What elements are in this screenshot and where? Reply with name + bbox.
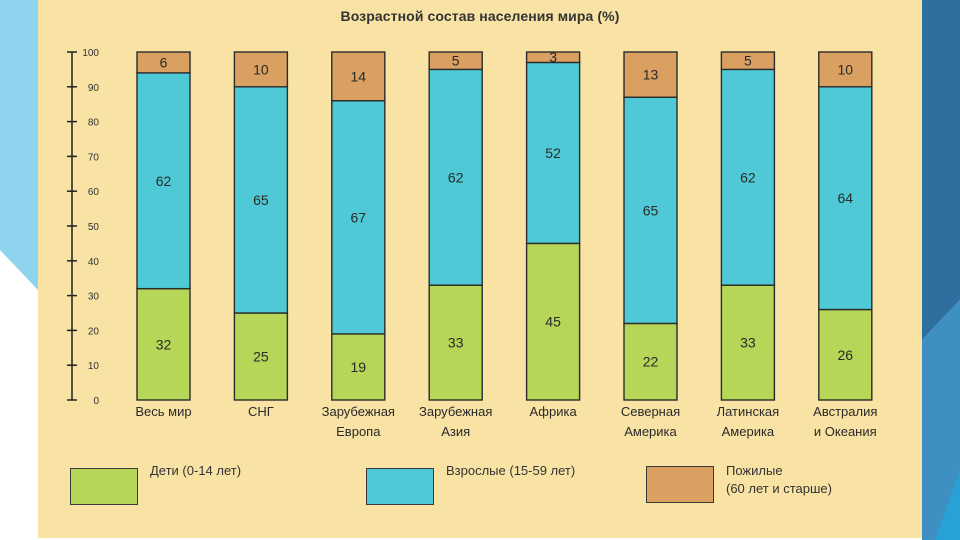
bar-segment [233, 312, 289, 401]
bar-segment [623, 51, 678, 98]
legend-swatch [366, 468, 434, 505]
bar-segment [818, 51, 873, 88]
y-tick-label: 20 [88, 326, 100, 337]
bar-value-label: 14 [351, 68, 367, 84]
category-label: Америка [624, 424, 677, 439]
bar-segment [233, 51, 289, 88]
bar-segment [428, 68, 483, 286]
bar-segment [233, 86, 289, 314]
bar-value-label: 45 [545, 314, 561, 330]
category-label: Европа [336, 424, 381, 439]
bar-segment [136, 287, 191, 401]
legend-swatch [70, 468, 138, 505]
bar-segment [623, 322, 678, 401]
legend-label: Дети (0-14 лет) [150, 463, 242, 478]
bar-value-label: 64 [838, 190, 854, 206]
y-tick-label: 60 [88, 187, 100, 198]
bar-value-label: 32 [156, 336, 172, 352]
bar-segment [428, 284, 483, 401]
bar-value-label: 62 [740, 169, 756, 185]
bar-value-label: 25 [253, 349, 269, 365]
bar-value-label: 52 [545, 145, 561, 161]
bar-segment [818, 86, 873, 311]
y-tick-label: 40 [88, 257, 100, 268]
category-label: Азия [441, 424, 470, 439]
bar-value-label: 5 [744, 53, 752, 69]
category-label: и Океания [814, 424, 877, 439]
bar-value-label: 33 [448, 335, 464, 351]
y-tick-label: 0 [93, 396, 99, 407]
bar-segment [525, 242, 581, 401]
bar-value-label: 26 [838, 347, 854, 363]
category-label: Америка [722, 424, 775, 439]
bar-segment [331, 100, 386, 335]
category-label: Весь мир [135, 404, 191, 419]
bar-segment [720, 68, 776, 286]
bar-segment [525, 51, 581, 64]
bar-value-label: 33 [740, 335, 756, 351]
bar-value-label: 5 [452, 53, 460, 69]
bar-segment [136, 72, 191, 290]
bar-segment [136, 51, 191, 74]
legend-label: Пожилые (60 лет и старше) [726, 463, 832, 496]
bar-value-label: 62 [448, 169, 464, 185]
y-tick-label: 10 [88, 361, 100, 372]
bar-value-label: 10 [253, 61, 269, 77]
bar-segment [428, 51, 483, 71]
category-label: Зарубежная [322, 404, 395, 419]
category-label: Латинская [717, 404, 780, 419]
bar-segment [331, 51, 386, 102]
y-tick-label: 80 [88, 118, 100, 129]
y-tick-label: 30 [88, 292, 100, 303]
bar-segment [720, 284, 776, 401]
y-tick-label: 70 [88, 152, 100, 163]
right-accent-mid [922, 300, 960, 540]
bar-value-label: 19 [351, 359, 367, 375]
bar-segment [818, 308, 873, 401]
legend-swatch [646, 466, 714, 503]
bar-value-label: 65 [253, 192, 269, 208]
y-tick-label: 100 [82, 48, 99, 59]
left-accent-shape [0, 0, 38, 290]
bar-value-label: 65 [643, 202, 659, 218]
bar-segment [623, 96, 678, 325]
category-label: Австралия [813, 404, 877, 419]
bar-value-label: 6 [160, 54, 168, 70]
bar-value-label: 3 [549, 49, 557, 65]
bar-value-label: 10 [838, 61, 854, 77]
bar-value-label: 13 [643, 67, 659, 83]
y-tick-label: 90 [88, 83, 100, 94]
bar-segment [331, 333, 386, 401]
category-label: Зарубежная [419, 404, 492, 419]
legend-label: Взрослые (15-59 лет) [446, 463, 576, 478]
category-label: Африка [529, 404, 577, 419]
category-label: Северная [621, 404, 680, 419]
bar-value-label: 67 [351, 209, 367, 225]
right-accent-light [935, 470, 960, 540]
bar-value-label: 62 [156, 173, 172, 189]
right-accent-dark [922, 0, 960, 340]
chart-title: Возрастной состав населения мира (%) [340, 8, 620, 24]
bar-value-label: 22 [643, 354, 659, 370]
y-tick-label: 50 [88, 222, 100, 233]
category-label: СНГ [248, 404, 274, 419]
bar-segment [525, 61, 581, 245]
bar-segment [720, 51, 776, 71]
